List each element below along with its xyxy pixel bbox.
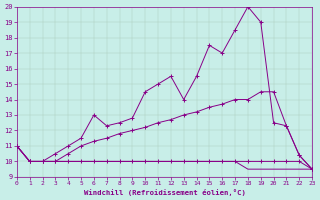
X-axis label: Windchill (Refroidissement éolien,°C): Windchill (Refroidissement éolien,°C) [84, 189, 245, 196]
